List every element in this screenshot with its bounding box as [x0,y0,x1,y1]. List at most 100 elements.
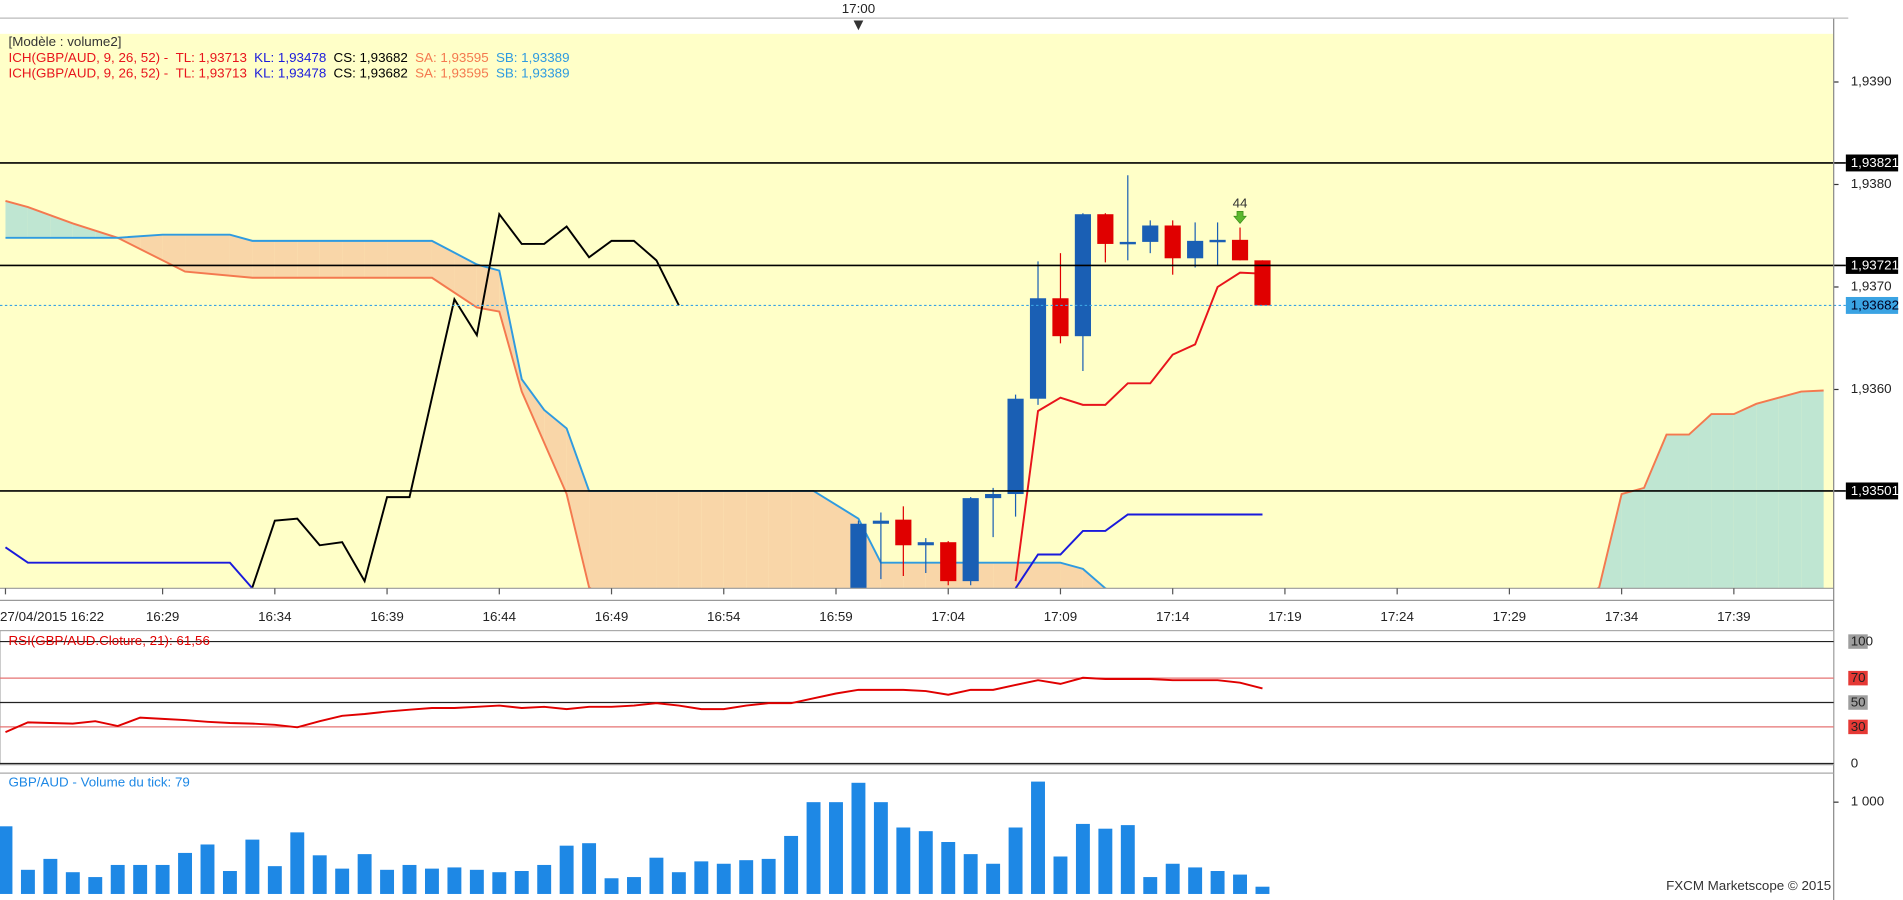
cloud-fill [903,562,926,589]
legend-value: 1,93682 [360,65,408,80]
legend-name: CS: [334,65,356,80]
series-line [1014,271,1263,582]
volume-bar [1210,871,1225,894]
level-box [1845,257,1899,274]
cloud-fill [50,215,73,238]
volume-bar [267,866,282,894]
volume-bar [88,877,103,894]
template-label: [Modèle : volume2] [9,34,122,49]
last-price-box [1845,296,1899,314]
volume-bar [447,867,462,894]
x-tick-label: 17:34 [1605,609,1639,624]
cloud-fill [274,240,298,278]
cloud-fill [252,240,275,278]
candle-body [1074,214,1091,337]
cloud-fill [1060,562,1083,589]
volume-bar [918,831,933,894]
main-plot [4,175,1824,589]
legend-name: CS: [334,50,356,65]
rsi-tick-label: 0 [1851,756,1858,771]
volume-bar [627,877,641,894]
annotation: 44 [1233,196,1248,211]
volume-bar [851,782,866,894]
cloud-fill [207,234,230,276]
cloud-fill [566,428,590,588]
x-tick-label: 16:39 [370,609,403,624]
cloud-fill [678,490,702,589]
candle-body [1164,225,1181,259]
volume-bar [155,864,170,894]
legend-value: 1,93595 [440,50,488,65]
x-tick-label: 16:54 [707,609,741,624]
candle-body [917,542,934,546]
x-tick-label: 17:29 [1493,609,1526,624]
cloud-fill [297,240,320,278]
cloud-fill [409,240,432,278]
level-box [1845,154,1899,172]
level-label: 1,93501 [1851,483,1899,498]
y-tick-label: 1,9360 [1851,381,1892,396]
volume-bar [65,872,80,894]
cloud-fill [319,240,343,278]
cloud-fill [72,223,96,238]
x-tick-label: 17:24 [1380,609,1414,624]
volume-bar [873,802,888,894]
volume-bar [694,861,709,894]
cloud-fill [431,240,455,293]
volume-bar [986,863,1001,894]
volume-bar [290,832,305,894]
volume-bar [0,826,13,894]
candle-body [1209,239,1226,243]
cloud-fill [27,207,51,238]
volume-bar [1098,828,1113,894]
x-tick-label: 16:59 [819,609,852,624]
rsi-tick-box [1848,695,1868,710]
cloud-fill [1015,562,1039,589]
rsi-tick-label: 30 [1851,719,1866,734]
volume-bar [671,872,686,894]
volume-bar [222,871,237,894]
series-line [4,513,1263,589]
rsi-tick-label: 70 [1851,670,1866,685]
signal-arrow [1233,211,1247,225]
legend-name: TL: [176,65,195,80]
volume-bar [1031,781,1045,894]
cloud-fill [521,379,545,443]
cloud-fill [1688,414,1712,589]
legend-value: 1,93478 [278,50,326,65]
rsi-plot [5,676,1263,734]
rsi-tick-box [1848,670,1868,686]
cloud-fill [387,240,410,278]
volume-bar [402,864,417,894]
x-tick-label: 27/04/2015 16:22 [0,609,104,624]
series-line [5,199,1824,589]
candle-body [1187,240,1204,259]
cloud-fill [5,200,28,238]
legend-value: 1,93389 [521,50,569,65]
volume-bar [1143,877,1158,894]
cloud-fill [791,490,814,589]
volume-bar [424,868,439,894]
candle-body [1142,225,1159,242]
indicator-name: ICH(GBP/AUD, 9, 26, 52) - [9,50,169,65]
cloud-fill [1711,414,1734,589]
x-tick-label: 17:19 [1268,609,1301,624]
volume-bar [829,802,843,894]
candle-body [895,519,912,546]
volume-bar [1233,874,1247,894]
volume-bar [1165,863,1180,894]
volume-bar [559,845,574,894]
volume-bar [492,872,507,894]
volume-bar [469,869,484,894]
series-line [5,676,1263,734]
cloud-fill [1778,391,1802,589]
candle-body [1254,260,1271,306]
legend-value: 1,93682 [360,50,408,65]
series-line [251,211,680,588]
cloud-fill [1801,390,1824,589]
cloud-fill [1733,403,1757,589]
candle-body [1052,298,1069,337]
volume-bar [380,869,395,894]
indicator-name: ICH(GBP/AUD, 9, 26, 52) - [9,65,169,80]
